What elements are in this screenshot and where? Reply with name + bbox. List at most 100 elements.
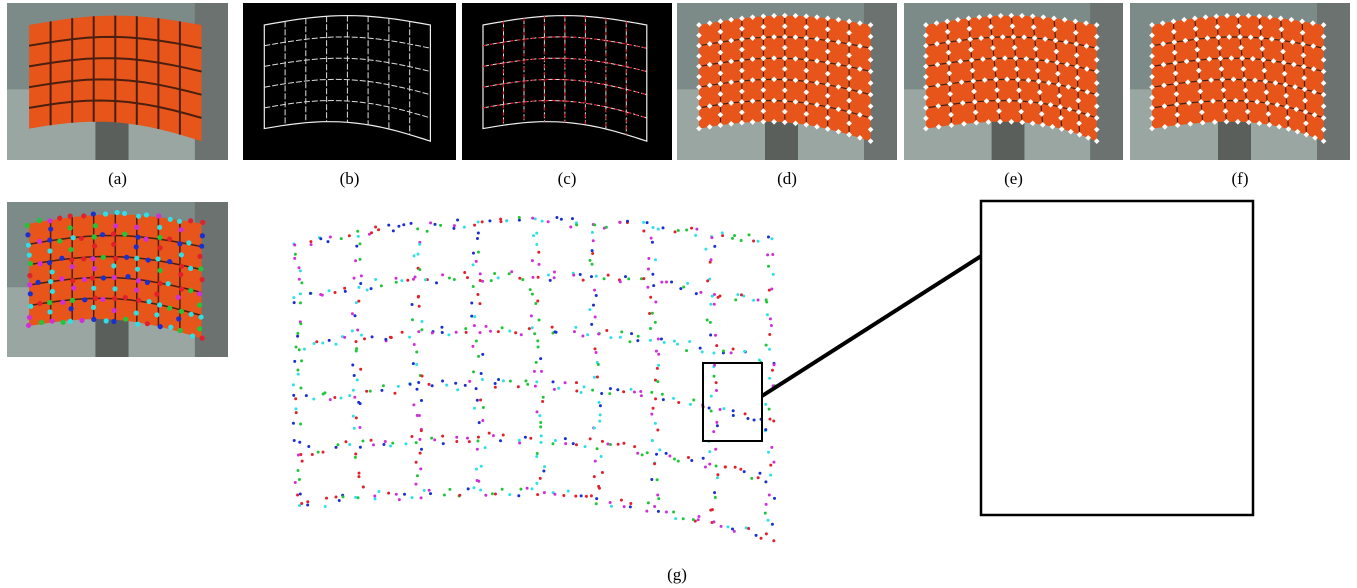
cloud-point: [531, 293, 534, 296]
cloud-point: [510, 270, 513, 273]
cloud-point: [637, 335, 640, 338]
cloud-point: [589, 259, 592, 262]
cloud-point: [493, 272, 496, 275]
cloud-point: [476, 448, 479, 451]
cloud-point: [715, 464, 718, 467]
cloud-point: [739, 468, 742, 471]
cloud-point: [768, 408, 771, 411]
cloud-point: [338, 499, 341, 502]
cloud-point: [731, 237, 734, 240]
cloud-point: [439, 224, 442, 227]
cloud-point: [654, 301, 657, 304]
cloud-point: [541, 400, 544, 403]
feature-point: [136, 278, 141, 283]
cloud-point: [595, 275, 598, 278]
feature-point: [37, 301, 42, 306]
cloud-point: [296, 493, 299, 496]
cloud-point: [431, 384, 434, 387]
cloud-point: [294, 253, 297, 256]
cloud-point: [721, 234, 724, 237]
feature-point: [157, 225, 162, 230]
cloud-point: [441, 435, 444, 438]
cloud-point: [580, 494, 583, 497]
cloud-point: [501, 326, 504, 329]
cloud-point: [581, 334, 584, 337]
cloud-point: [677, 229, 680, 232]
cloud-point: [400, 279, 403, 282]
cloud-point: [716, 476, 719, 479]
cloud-point: [640, 394, 643, 397]
cloud-point: [531, 487, 534, 490]
cloud-point: [538, 319, 541, 322]
cloud-point: [476, 479, 479, 482]
cloud-point: [682, 286, 685, 289]
cloud-point: [633, 445, 636, 448]
cloud-point: [371, 335, 374, 338]
cloud-point: [475, 260, 478, 263]
feature-point: [188, 266, 193, 271]
cloud-point: [305, 394, 308, 397]
cloud-point: [657, 497, 660, 500]
cloud-point: [417, 330, 420, 333]
cloud-point: [564, 437, 567, 440]
cloud-point: [598, 420, 601, 423]
cloud-point: [497, 378, 500, 381]
cloud-point: [463, 271, 466, 274]
cloud-point: [293, 439, 296, 442]
cloud-point: [412, 278, 415, 281]
cloud-point: [633, 391, 636, 394]
feature-point: [100, 232, 105, 237]
feature-point: [134, 256, 139, 261]
cloud-point: [649, 327, 652, 330]
cloud-point: [767, 451, 770, 454]
cloud-point: [312, 397, 315, 400]
cloud-point: [663, 341, 666, 344]
cloud-point: [642, 277, 645, 280]
cloud-point: [442, 442, 445, 445]
feature-point: [104, 318, 109, 323]
cloud-point: [518, 219, 521, 222]
cloud-point: [362, 486, 365, 489]
cloud-point: [583, 385, 586, 388]
cloud-point: [319, 293, 322, 296]
cloud-point: [562, 494, 565, 497]
cloud-point: [482, 406, 485, 409]
cloud-point: [536, 493, 539, 496]
cloud-point: [334, 446, 337, 449]
cloud-point: [619, 280, 622, 283]
cloud-point: [529, 288, 532, 291]
cloud-point: [772, 420, 775, 423]
cloud-point: [591, 231, 594, 234]
feature-point: [136, 298, 141, 303]
cloud-point: [417, 253, 420, 256]
cloud-point: [292, 296, 295, 299]
cloud-point: [380, 389, 383, 392]
cloud-point: [767, 235, 770, 238]
cloud-point: [603, 277, 606, 280]
cloud-point: [765, 503, 768, 506]
cloud-point: [356, 379, 359, 382]
cloud-point: [397, 225, 400, 228]
cloud-point: [423, 489, 426, 492]
feature-point: [28, 304, 33, 309]
cloud-point: [370, 231, 373, 234]
cloud-point: [466, 276, 469, 279]
cloud-point: [464, 327, 467, 330]
cloud-point: [447, 333, 450, 336]
cloud-point: [600, 455, 603, 458]
cloud-point: [408, 336, 411, 339]
feature-point: [177, 219, 182, 224]
cloud-point: [418, 305, 421, 308]
cloud-point: [650, 391, 653, 394]
cloud-point: [679, 287, 682, 290]
cloud-point: [529, 437, 532, 440]
cloud-point: [357, 472, 360, 475]
cloud-point: [298, 278, 301, 281]
cloud-point: [673, 340, 676, 343]
feature-point: [47, 300, 52, 305]
cloud-point: [531, 259, 534, 262]
feature-point: [57, 238, 62, 243]
feature-point: [113, 223, 118, 228]
cloud-point: [697, 518, 700, 521]
cloud-point: [391, 442, 394, 445]
